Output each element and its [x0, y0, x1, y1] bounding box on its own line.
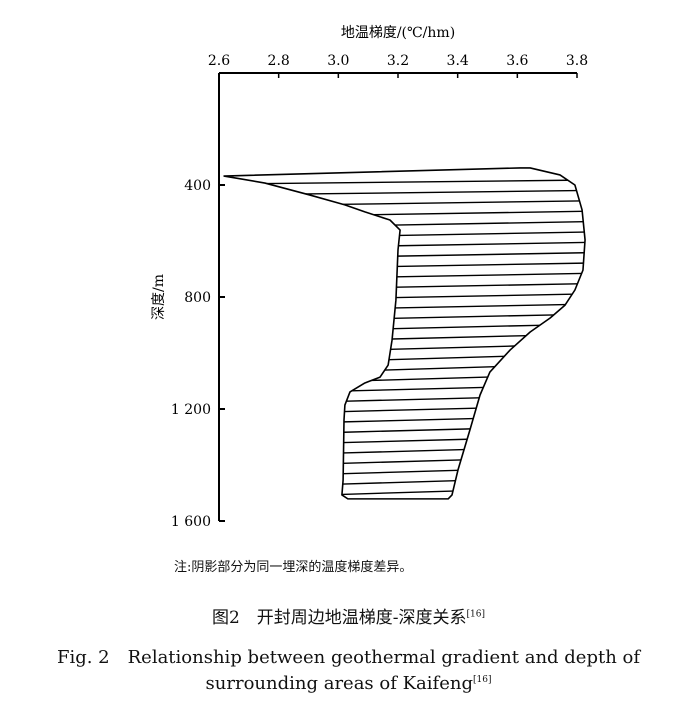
hatch-line [395, 303, 566, 309]
hatch-line [305, 189, 577, 195]
hatch-line [396, 293, 573, 299]
caption-en-2: surrounding areas of Kaifeng[16] [205, 673, 492, 694]
gradient-range-outline [223, 167, 586, 500]
hatch-line [371, 376, 488, 382]
x-tick-label: 3.2 [387, 53, 409, 69]
hatch-line [267, 179, 568, 185]
hatch-line [396, 283, 578, 288]
y-tick-label: 400 [184, 178, 211, 194]
figure-note: 注:阴影部分为同一埋深的温度梯度差异。 [174, 560, 413, 575]
hatch-line [342, 200, 580, 206]
hatch-line [342, 479, 456, 485]
y-axis-label: 深度/m [151, 274, 167, 320]
hatch-line [343, 459, 461, 465]
hatch-line [343, 448, 465, 454]
hatch-line [384, 366, 495, 371]
hatch-line [346, 397, 480, 402]
hatch-line [351, 386, 484, 392]
x-tick-label: 3.6 [506, 53, 528, 69]
hatch-line [399, 231, 585, 237]
x-tick-label: 3.0 [327, 53, 349, 69]
x-tick-label: 2.8 [268, 53, 290, 69]
hatch-line [343, 469, 458, 475]
hatch-line [343, 438, 468, 444]
hatch-line [398, 241, 585, 247]
x-axis-label: 地温梯度/(℃/hm) [341, 25, 455, 41]
y-tick-label: 800 [184, 290, 211, 306]
hatch-line [394, 314, 554, 319]
hatch-line [395, 220, 584, 226]
hatch-line [396, 272, 582, 278]
hatch-line [343, 417, 474, 423]
x-tick-label: 2.6 [208, 53, 230, 69]
hatch-line [344, 407, 477, 413]
caption-cn: 图2 开封周边地温梯度-深度关系[16] [211, 608, 486, 628]
hatch-line [390, 345, 515, 351]
hatch-line [341, 490, 453, 496]
y-tick-label: 1 600 [171, 514, 211, 530]
hatch-line [397, 252, 585, 257]
x-tick-label: 3.4 [447, 53, 469, 69]
hatch-line [393, 324, 540, 330]
hatch-line [392, 334, 527, 340]
y-tick-label: 1 200 [171, 402, 211, 418]
caption-en-1: Fig. 2 Relationship between geothermal g… [56, 647, 641, 668]
hatch-line [388, 355, 505, 361]
hatch-line [397, 262, 584, 268]
hatch-line [343, 428, 471, 433]
x-tick-label: 3.8 [566, 53, 588, 69]
hatch-line [373, 210, 583, 216]
